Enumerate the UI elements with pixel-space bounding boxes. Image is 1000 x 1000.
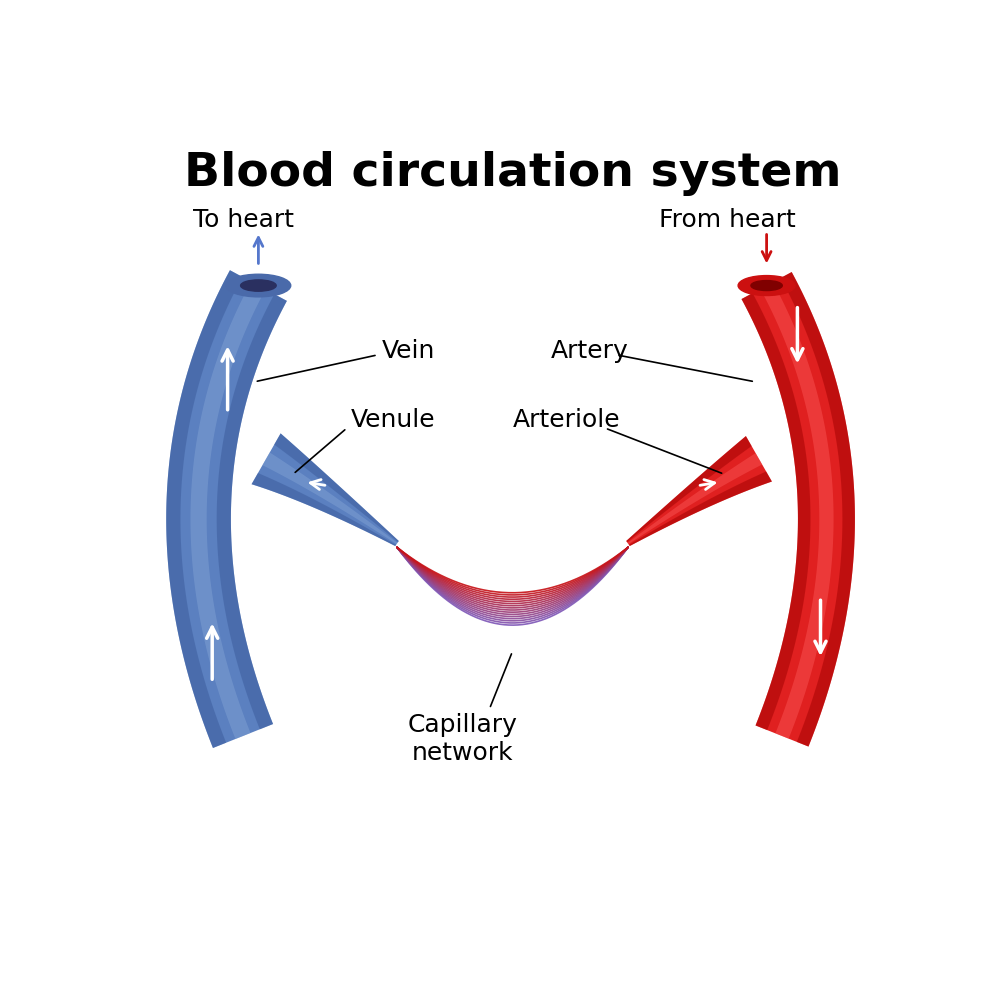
Polygon shape: [626, 436, 752, 542]
Polygon shape: [274, 433, 399, 542]
Polygon shape: [629, 472, 772, 546]
Polygon shape: [781, 272, 855, 747]
Polygon shape: [252, 433, 399, 546]
Text: From heart: From heart: [659, 208, 796, 232]
Text: Venule: Venule: [351, 408, 435, 432]
Polygon shape: [252, 473, 396, 546]
Polygon shape: [742, 293, 810, 730]
Ellipse shape: [226, 274, 291, 297]
Polygon shape: [166, 270, 242, 748]
Text: To heart: To heart: [193, 208, 294, 232]
Ellipse shape: [241, 280, 276, 291]
Polygon shape: [742, 272, 855, 747]
Ellipse shape: [751, 281, 782, 291]
Polygon shape: [628, 453, 762, 544]
Polygon shape: [760, 282, 834, 739]
Text: Capillary
network: Capillary network: [408, 713, 517, 765]
Text: Vein: Vein: [382, 339, 435, 363]
Text: Artery: Artery: [551, 339, 629, 363]
Polygon shape: [190, 282, 266, 739]
Polygon shape: [626, 436, 772, 546]
Polygon shape: [262, 452, 397, 544]
Polygon shape: [166, 270, 287, 748]
Text: Blood circulation system: Blood circulation system: [184, 151, 841, 196]
Polygon shape: [217, 294, 287, 729]
Text: Arteriole: Arteriole: [512, 408, 620, 432]
Ellipse shape: [738, 276, 795, 296]
